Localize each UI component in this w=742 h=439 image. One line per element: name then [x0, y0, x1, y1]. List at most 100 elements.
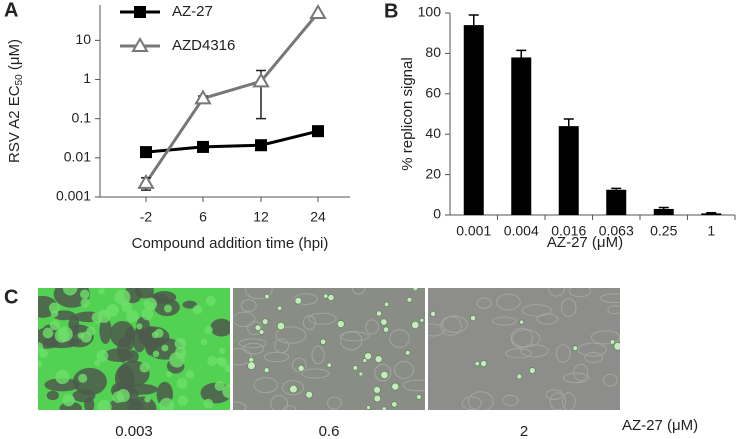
texture: [380, 318, 388, 326]
texture: [247, 361, 256, 371]
texture: [609, 339, 616, 345]
x-axis-label: Compound addition time (hpi): [132, 235, 329, 252]
texture: [496, 293, 521, 311]
texture: [389, 329, 410, 348]
texture: [42, 327, 54, 339]
line: [144, 12, 320, 184]
legend-label: AZD4316: [172, 37, 235, 54]
texture: [311, 345, 325, 365]
texture: [174, 337, 187, 350]
texture: [46, 390, 59, 401]
texture: [419, 317, 425, 323]
texture: [50, 310, 59, 318]
texture: [402, 379, 425, 392]
texture: [584, 352, 603, 363]
x-tick-label: 0.063: [599, 223, 634, 239]
texture: [302, 315, 316, 330]
texture: [326, 362, 332, 368]
y-tick-label: 0: [433, 206, 441, 222]
texture: [216, 356, 224, 365]
texture: [176, 377, 188, 389]
texture: [519, 319, 525, 325]
texture: [365, 319, 379, 335]
bar: [606, 189, 627, 215]
texture: [562, 392, 576, 410]
texture: [86, 326, 96, 336]
bar: [511, 57, 532, 215]
texture: [572, 345, 579, 352]
texture: [144, 396, 151, 403]
texture: [560, 298, 577, 317]
marker: [255, 139, 267, 152]
texture: [38, 288, 230, 410]
x-tick-label: -2: [140, 209, 153, 225]
texture: [430, 310, 437, 317]
texture: [99, 317, 112, 344]
texture: [163, 304, 172, 313]
texture: [48, 302, 60, 314]
texture: [233, 401, 247, 410]
texture: [204, 325, 213, 335]
texture: [38, 342, 44, 353]
texture: [205, 295, 216, 306]
texture: [428, 288, 620, 410]
texture: [602, 373, 618, 387]
texture: [238, 338, 267, 349]
texture: [375, 310, 383, 317]
texture: [44, 378, 80, 392]
texture: [49, 320, 61, 331]
texture: [323, 293, 329, 299]
panel-label: B: [384, 0, 398, 22]
marker: [134, 6, 146, 18]
texture: [55, 369, 70, 385]
texture: [326, 396, 342, 410]
y-axis-label-suffix: (μM): [6, 39, 23, 74]
texture: [474, 360, 480, 367]
texture: [233, 288, 425, 410]
error-bar: [468, 14, 479, 26]
y-tick-label: 0.001: [56, 188, 91, 204]
micrograph: [233, 288, 425, 410]
x-tick-label: 0.016: [551, 223, 586, 239]
texture: [516, 373, 523, 380]
bar: [701, 213, 722, 215]
texture: [77, 332, 85, 339]
texture: [121, 301, 133, 313]
texture: [253, 377, 278, 394]
texture: [52, 310, 76, 321]
texture: [442, 315, 468, 333]
texture: [391, 382, 400, 391]
line: [145, 129, 319, 154]
bar: [463, 25, 484, 216]
texture: [104, 348, 133, 362]
texture: [80, 298, 90, 308]
x-tick-label: 0.004: [504, 223, 539, 239]
texture: [275, 326, 307, 344]
texture: [476, 297, 492, 309]
texture: [62, 394, 75, 407]
y-axis-label: % replicon signal: [399, 57, 416, 170]
texture: [276, 305, 283, 311]
texture: [301, 368, 330, 379]
texture: [109, 320, 135, 348]
y-axis-label: RSV A2 EC50 (μM): [6, 39, 25, 163]
texture: [461, 396, 482, 410]
texture: [374, 355, 383, 364]
texture: [97, 400, 112, 410]
texture: [547, 288, 566, 297]
texture: [126, 309, 139, 323]
texture: [62, 288, 78, 296]
marker: [312, 125, 324, 138]
texture: [568, 288, 592, 298]
texture: [562, 372, 590, 384]
axis-label: AZ-27 (μM): [622, 417, 698, 434]
y-tick-label: 100: [418, 4, 442, 20]
texture: [502, 394, 519, 406]
texture: [182, 300, 198, 309]
micrographs: [38, 288, 620, 410]
texture: [222, 384, 230, 399]
y-tick-label: 40: [425, 125, 441, 141]
x-tick-label: 6: [199, 209, 207, 225]
texture: [282, 405, 297, 410]
